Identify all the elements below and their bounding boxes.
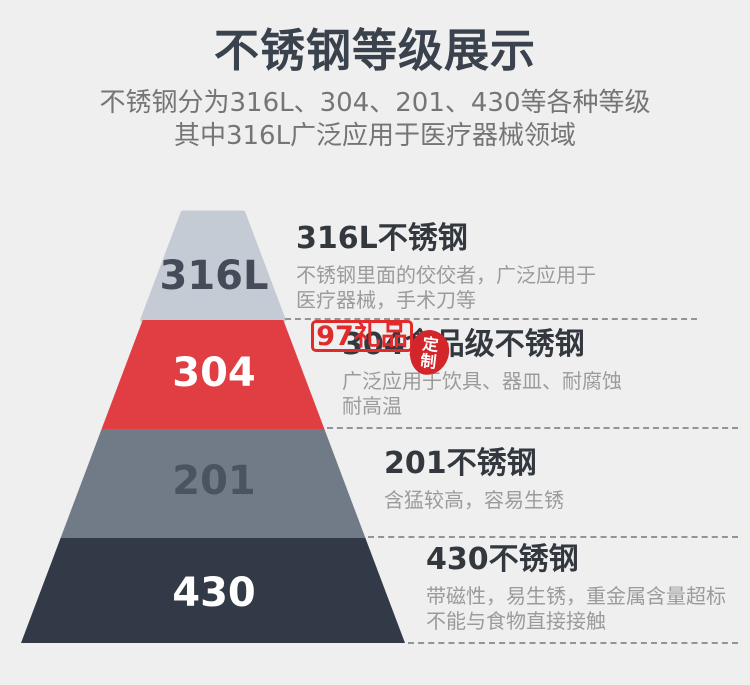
section-heading-201: 201不锈钢 — [384, 446, 537, 481]
pyramid-tier-430 — [21, 538, 405, 643]
dashed-divider-3 — [368, 536, 738, 538]
section-heading-316l: 316L不锈钢 — [296, 221, 468, 256]
watermark-text: 97礼品 — [316, 320, 408, 352]
section-heading-430: 430不锈钢 — [426, 542, 579, 577]
tier-label-430: 430 — [172, 570, 256, 616]
desc-line: 含猛较高，容易生锈 — [384, 487, 564, 512]
subtitle-line-1: 不锈钢分为316L、304、201、430等各种等级 — [99, 88, 651, 118]
section-desc-304: 广泛应用于饮具、器皿、耐腐蚀 耐高温 — [342, 369, 622, 419]
tier-label-304: 304 — [172, 350, 256, 396]
section-desc-201: 含猛较高，容易生锈 — [384, 488, 564, 513]
tier-label-316l: 316L — [159, 253, 269, 299]
dashed-divider-4 — [408, 642, 738, 644]
section-304: 304食品级不锈钢 广泛应用于饮具、器皿、耐腐蚀 耐高温 — [342, 327, 622, 419]
section-430: 430不锈钢 带磁性，易生锈，重金属含量超标 不能与食物直接接触 — [426, 542, 726, 634]
section-desc-316l: 不锈钢里面的佼佼者，广泛应用于 医疗器械，手术刀等 — [296, 263, 596, 313]
page-title: 不锈钢等级展示 — [213, 24, 536, 77]
pyramid-tier-304 — [101, 320, 325, 429]
seal-char-bottom: 制 — [419, 350, 438, 372]
section-desc-430: 带磁性，易生锈，重金属含量超标 不能与食物直接接触 — [426, 584, 726, 634]
desc-line: 不能与食物直接接触 — [426, 608, 606, 633]
desc-line: 医疗器械，手术刀等 — [296, 287, 476, 312]
pyramid-tier-201 — [60, 429, 366, 538]
watermark-box: 97礼品 — [311, 320, 413, 352]
desc-line: 广泛应用于饮具、器皿、耐腐蚀 — [342, 368, 622, 393]
subtitle-line-2: 其中316L广泛应用于医疗器械领域 — [173, 121, 577, 151]
desc-line: 耐高温 — [342, 393, 402, 418]
desc-line: 不锈钢里面的佼佼者，广泛应用于 — [296, 262, 596, 287]
dashed-divider-1 — [285, 318, 697, 320]
section-316l: 316L不锈钢 不锈钢里面的佼佼者，广泛应用于 医疗器械，手术刀等 — [296, 221, 596, 313]
section-201: 201不锈钢 含猛较高，容易生锈 — [384, 446, 564, 513]
dashed-divider-2 — [327, 427, 738, 429]
tier-label-201: 201 — [172, 458, 256, 504]
desc-line: 带磁性，易生锈，重金属含量超标 — [426, 583, 726, 608]
section-heading-304: 304食品级不锈钢 — [342, 327, 585, 362]
